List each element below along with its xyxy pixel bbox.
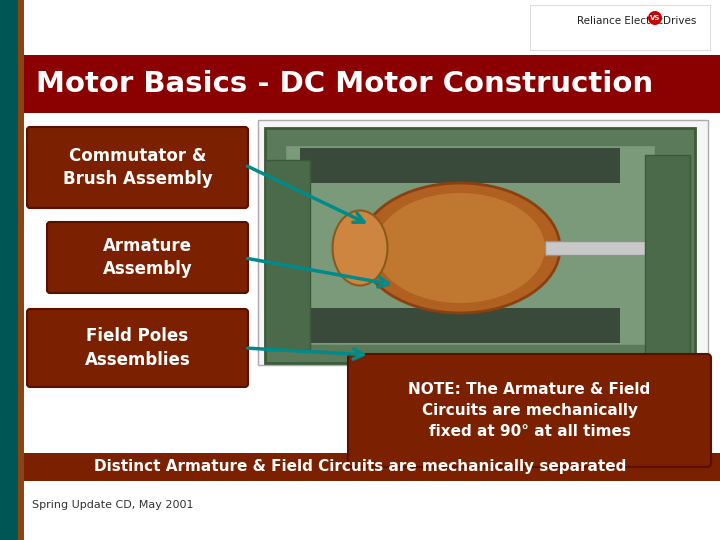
Bar xyxy=(530,5,710,50)
FancyBboxPatch shape xyxy=(27,309,248,387)
Bar xyxy=(24,113,720,443)
Bar xyxy=(24,453,720,481)
Ellipse shape xyxy=(333,211,387,286)
Bar xyxy=(24,0,720,55)
Text: Motor Basics - DC Motor Construction: Motor Basics - DC Motor Construction xyxy=(36,70,653,98)
Text: Commutator &
Brush Assembly: Commutator & Brush Assembly xyxy=(63,147,212,188)
Text: Drives: Drives xyxy=(663,16,697,26)
Bar xyxy=(285,145,655,345)
Bar xyxy=(24,55,720,113)
Bar xyxy=(545,241,685,255)
Text: Armature
Assembly: Armature Assembly xyxy=(103,237,192,278)
Bar xyxy=(258,120,708,365)
Bar xyxy=(300,148,620,183)
FancyBboxPatch shape xyxy=(348,354,711,467)
Ellipse shape xyxy=(375,193,545,303)
Text: Distinct Armature & Field Circuits are mechanically separated: Distinct Armature & Field Circuits are m… xyxy=(94,460,626,475)
FancyBboxPatch shape xyxy=(47,222,248,293)
Bar xyxy=(300,308,620,343)
Text: Spring Update CD, May 2001: Spring Update CD, May 2001 xyxy=(32,500,194,510)
Bar xyxy=(265,128,695,363)
Bar xyxy=(0,0,18,540)
Text: Field Poles
Assemblies: Field Poles Assemblies xyxy=(85,327,190,369)
Text: NOTE: The Armature & Field
Circuits are mechanically
fixed at 90° at all times: NOTE: The Armature & Field Circuits are … xyxy=(408,382,651,439)
Bar xyxy=(645,155,690,360)
Bar xyxy=(265,160,310,350)
Bar xyxy=(18,0,24,540)
FancyBboxPatch shape xyxy=(27,127,248,208)
Ellipse shape xyxy=(360,183,560,313)
Text: Reliance Electric: Reliance Electric xyxy=(577,16,663,26)
Ellipse shape xyxy=(648,11,662,25)
Text: VS: VS xyxy=(650,15,660,21)
